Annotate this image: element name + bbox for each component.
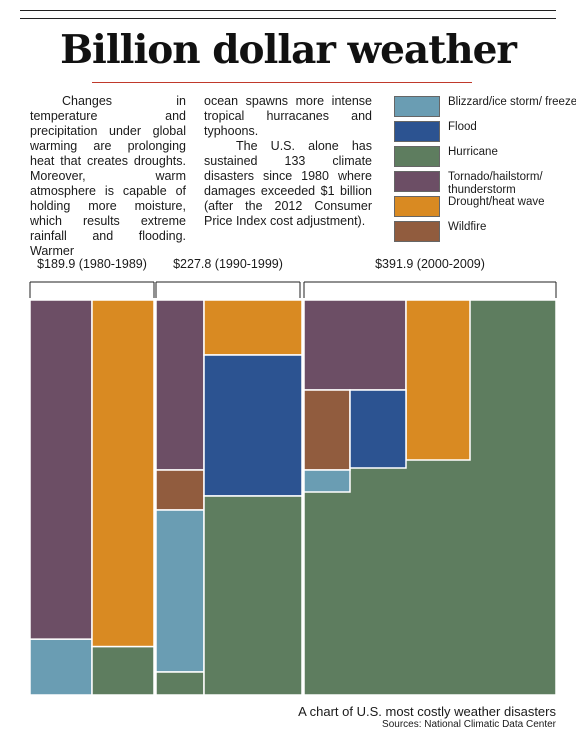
legend-label-hurricane: Hurricane	[448, 146, 498, 158]
chart-caption: A chart of U.S. most costly weather disa…	[298, 704, 556, 719]
legend-swatch-wildfire	[394, 221, 440, 242]
decade-2-blizzard	[155, 509, 205, 673]
decade-3-flood	[349, 389, 407, 469]
decade-3-tornado	[303, 299, 407, 391]
chart-source: Sources: National Climatic Data Center	[382, 719, 556, 730]
decade-3-label: $391.9 (2000-2009)	[375, 257, 485, 271]
intro-paragraph-3: The U.S. alone has sustained 133 climate…	[204, 139, 372, 228]
decade-1-label: $189.9 (1980-1989)	[37, 257, 147, 271]
legend-label-blizzard: Blizzard/ice storm/ freeze	[448, 96, 576, 108]
decade-3-blizzard	[303, 469, 351, 493]
legend-swatch-hurricane	[394, 146, 440, 167]
decade-2-hurricane	[203, 495, 303, 696]
legend-label-wildfire: Wildfire	[448, 221, 487, 233]
decade-3-wildfire	[303, 389, 351, 471]
decade-2-hurricane-strip	[155, 671, 205, 696]
decade-2-flood	[203, 354, 303, 497]
legend-label-tornado: Tornado/hailstorm/ thunderstorm	[448, 171, 543, 196]
decade-2-drought	[203, 299, 303, 356]
legend-swatch-flood	[394, 121, 440, 142]
legend-label-drought: Drought/heat wave	[448, 196, 545, 208]
decade-3-drought	[405, 299, 471, 461]
legend-label-flood: Flood	[448, 121, 477, 133]
intro-column-2: ocean spawns more intense tropical hurra…	[204, 94, 372, 229]
legend-swatch-tornado	[394, 171, 440, 192]
decade-1-hurricane	[91, 645, 155, 696]
decade-2-label: $227.8 (1990-1999)	[173, 257, 283, 271]
page-title: Billion dollar weather	[60, 27, 517, 73]
legend-swatch-blizzard	[394, 96, 440, 117]
decade-2-tornado	[155, 299, 205, 471]
decade-2-wildfire	[155, 469, 205, 511]
legend-swatch-drought	[394, 196, 440, 217]
intro-paragraph-2: ocean spawns more intense tropical hurra…	[204, 94, 372, 138]
decade-1-drought	[91, 299, 155, 648]
intro-paragraph-1: Changes in temperature and precipitation…	[30, 94, 186, 258]
decade-1-tornado	[29, 299, 93, 640]
decade-1-blizzard	[29, 638, 93, 696]
top-rule	[20, 10, 556, 11]
title-underline	[92, 82, 472, 83]
intro-column-1: Changes in temperature and precipitation…	[30, 94, 186, 259]
top-rule-2	[20, 18, 556, 19]
